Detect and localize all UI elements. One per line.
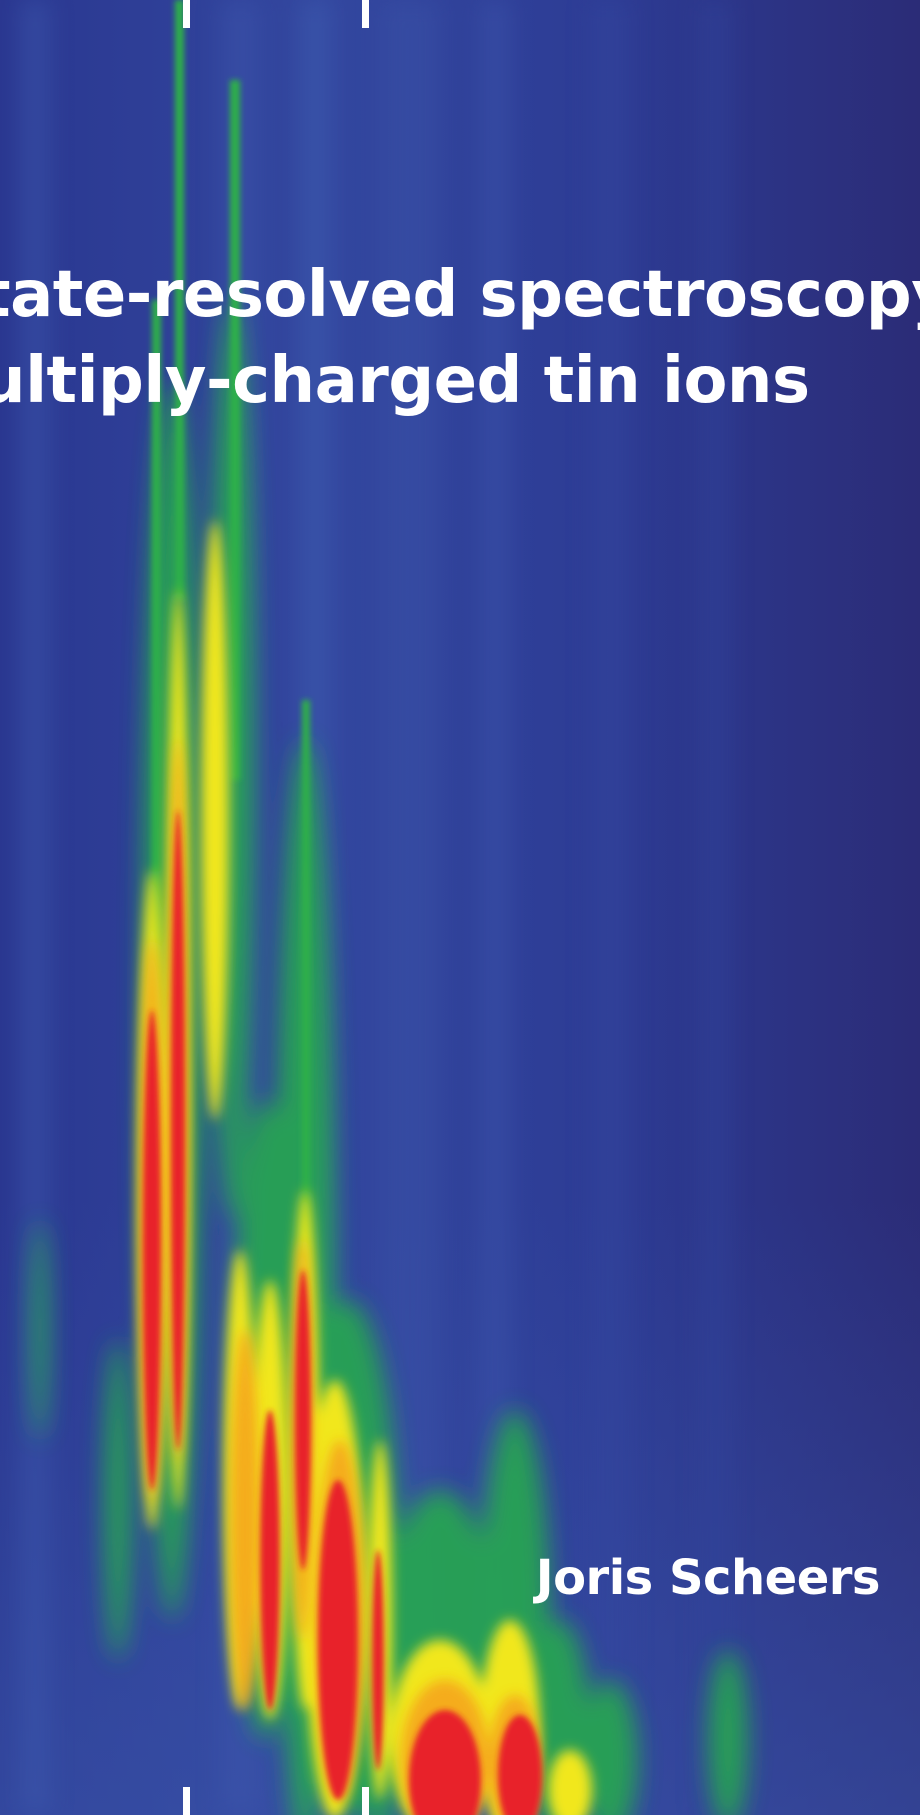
book-title: tate-resolved spectroscopy ultiply-charg… [0, 252, 920, 424]
crop-mark-top-left [183, 0, 190, 28]
crop-mark-bottom-right [362, 1787, 369, 1815]
crop-mark-bottom-left [183, 1787, 190, 1815]
title-line-1: tate-resolved spectroscopy [0, 258, 920, 332]
crop-mark-top-right [362, 0, 369, 28]
title-line-2: ultiply-charged tin ions [0, 344, 810, 418]
author-name: Joris Scheers [535, 1550, 881, 1606]
